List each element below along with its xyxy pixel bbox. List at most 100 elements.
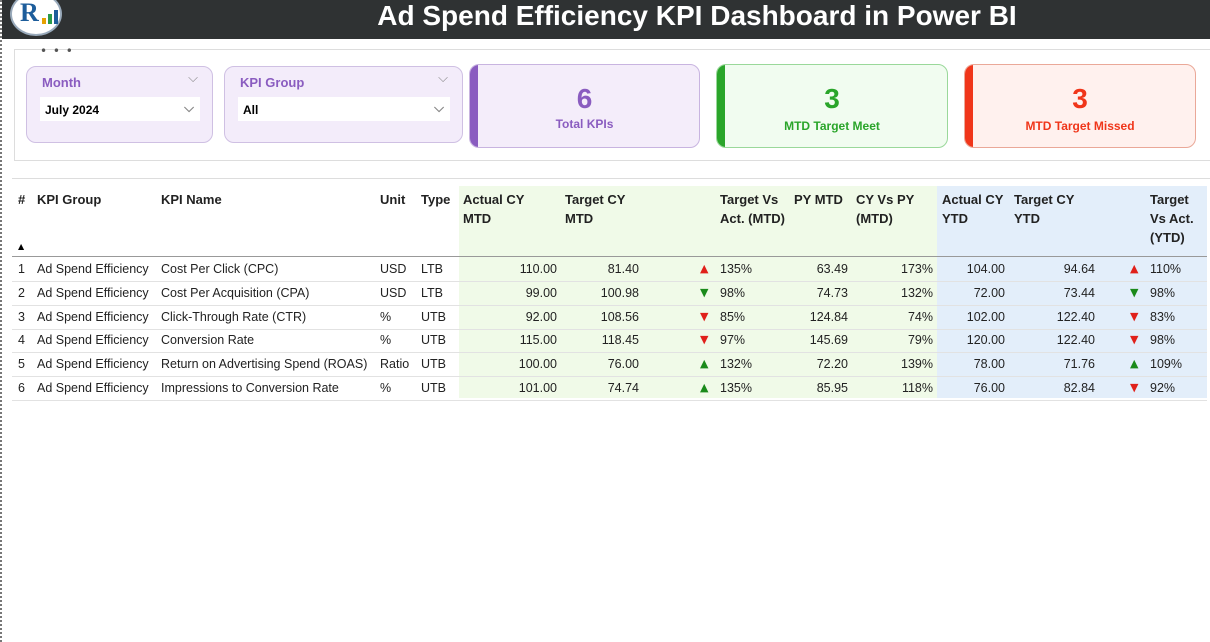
- cell-name: Click-Through Rate (CTR): [161, 309, 307, 324]
- cell-n: 2: [18, 285, 25, 300]
- cell-py-mtd: 85.95: [816, 381, 848, 395]
- title-bar: R Ad Spend Efficiency KPI Dashboard in P…: [2, 0, 1210, 39]
- arrow-down-icon: ▼: [1130, 309, 1139, 323]
- column-header[interactable]: Target CY MTD: [565, 192, 626, 226]
- cell-act-ytd: 104.00: [966, 262, 1005, 276]
- cell-act-mtd: 100.00: [518, 357, 557, 372]
- cell-group: Ad Spend Efficiency: [37, 285, 149, 300]
- column-header[interactable]: Actual CY YTD: [942, 192, 1004, 226]
- cell-cyvspy: 79%: [907, 333, 933, 348]
- column-header[interactable]: Actual CY MTD: [463, 192, 525, 226]
- total-kpis-card: 6 Total KPIs: [469, 64, 700, 148]
- cell-type: LTB: [421, 262, 443, 276]
- slicer-label: Month: [42, 75, 81, 90]
- cell-n: 6: [18, 381, 25, 395]
- more-options-icon[interactable]: • • •: [40, 44, 74, 58]
- cell-py-mtd: 145.69: [809, 333, 848, 348]
- cell-group: Ad Spend Efficiency: [37, 381, 149, 395]
- card-value: 3: [1072, 83, 1088, 114]
- mtd-target-missed-card: 3 MTD Target Missed: [964, 64, 1196, 148]
- cell-tgt-ytd: 82.84: [1063, 381, 1095, 395]
- chevron-down-icon[interactable]: ⌵: [438, 71, 448, 86]
- column-header[interactable]: CY Vs PY (MTD): [856, 192, 915, 226]
- month-value: July 2024: [45, 103, 100, 117]
- cell-tva-mtd: 132%: [720, 357, 752, 372]
- cell-py-mtd: 124.84: [809, 309, 848, 324]
- column-header[interactable]: Target Vs Act. (MTD): [720, 192, 785, 226]
- cell-tva-ytd: 98%: [1150, 333, 1176, 348]
- card-label: MTD Target Missed: [1025, 119, 1135, 133]
- column-header[interactable]: #: [18, 192, 26, 207]
- mtd-target-meet-card: 3 MTD Target Meet: [716, 64, 948, 148]
- arrow-down-icon: ▼: [700, 333, 709, 347]
- cell-name: Return on Advertising Spend (ROAS): [161, 357, 368, 372]
- chevron-down-icon[interactable]: ⌵: [188, 71, 198, 86]
- arrow-up-icon: ▲: [700, 357, 709, 371]
- arrow-down-icon: ▼: [1130, 333, 1139, 347]
- cell-tgt-mtd: 76.00: [607, 357, 639, 372]
- cell-cyvspy: 139%: [901, 357, 933, 372]
- table-row[interactable]: 2 Ad Spend Efficiency Cost Per Acquisition…: [12, 282, 1207, 306]
- cell-py-mtd: 74.73: [816, 285, 848, 300]
- cell-tgt-ytd: 73.44: [1063, 285, 1095, 300]
- cell-n: 4: [18, 333, 25, 348]
- arrow-up-icon: ▲: [700, 381, 709, 394]
- arrow-down-icon: ▼: [1130, 285, 1139, 299]
- cell-n: 5: [18, 357, 25, 372]
- cell-name: Cost Per Click (CPC): [161, 262, 279, 276]
- arrow-down-icon: ▼: [1130, 381, 1139, 394]
- cell-tva-mtd: 135%: [720, 381, 752, 395]
- cell-cyvspy: 118%: [901, 381, 933, 395]
- column-header[interactable]: Type: [421, 192, 451, 207]
- kpi-group-dropdown[interactable]: All ⌵: [238, 97, 450, 121]
- cell-type: UTB: [421, 309, 446, 324]
- column-header[interactable]: Unit: [380, 192, 406, 207]
- cell-cyvspy: 132%: [901, 285, 933, 300]
- column-header[interactable]: PY MTD: [794, 192, 843, 207]
- cell-unit: %: [380, 381, 392, 395]
- month-slicer[interactable]: Month ⌵ July 2024 ⌵: [26, 66, 213, 143]
- cell-tva-ytd: 92%: [1150, 381, 1176, 395]
- cell-act-mtd: 110.00: [519, 262, 557, 276]
- cell-n: 1: [18, 262, 25, 276]
- cell-tva-mtd: 85%: [720, 309, 746, 324]
- cell-tgt-ytd: 94.64: [1063, 262, 1095, 276]
- arrow-up-icon: ▲: [1130, 357, 1139, 371]
- page-title: Ad Spend Efficiency KPI Dashboard in Pow…: [377, 0, 1017, 31]
- cell-act-ytd: 120.00: [966, 333, 1005, 348]
- cell-name: Cost Per Acquisition (CPA): [161, 285, 310, 300]
- cell-unit: %: [380, 333, 392, 348]
- cell-act-mtd: 92.00: [525, 309, 557, 324]
- cell-act-mtd: 99.00: [525, 285, 557, 300]
- column-header[interactable]: KPI Group: [37, 192, 102, 207]
- column-header[interactable]: Target CY YTD: [1014, 192, 1075, 226]
- cell-tgt-mtd: 118.45: [601, 333, 639, 348]
- cell-name: Conversion Rate: [161, 333, 255, 348]
- table-row[interactable]: 3 Ad Spend Efficiency Click-Through Rate (…: [12, 306, 1207, 330]
- arrow-down-icon: ▼: [700, 285, 709, 299]
- card-label: MTD Target Meet: [784, 119, 880, 133]
- cell-tgt-mtd: 74.74: [607, 381, 639, 395]
- cell-tva-ytd: 98%: [1150, 285, 1176, 300]
- header-divider: [12, 256, 1207, 257]
- cell-unit: USD: [380, 285, 407, 300]
- cell-tva-ytd: 110%: [1150, 262, 1182, 276]
- card-label: Total KPIs: [555, 117, 614, 131]
- table-row[interactable]: 6 Ad Spend Efficiency Impressions to Conve…: [12, 377, 1207, 401]
- column-header[interactable]: Target Vs Act. (YTD): [1150, 192, 1194, 245]
- cell-cyvspy: 173%: [901, 262, 933, 276]
- cell-type: UTB: [421, 381, 446, 395]
- table-row[interactable]: 5 Ad Spend Efficiency Return on Advertisin…: [12, 353, 1207, 378]
- cell-act-ytd: 76.00: [973, 381, 1005, 395]
- kpi-group-slicer[interactable]: KPI Group ⌵ All ⌵: [224, 66, 463, 143]
- table-row[interactable]: 4 Ad Spend Efficiency Conversion Rate% UTB 1…: [12, 329, 1207, 354]
- column-header[interactable]: KPI Name: [161, 192, 222, 207]
- table-row[interactable]: 1 Ad Spend Efficiency Cost Per Click (CPC)…: [12, 258, 1207, 282]
- chevron-down-icon: ⌵: [184, 100, 194, 115]
- sort-ascending-icon[interactable]: ▲: [18, 242, 25, 251]
- cell-act-ytd: 78.00: [973, 357, 1005, 372]
- card-value: 6: [576, 83, 593, 114]
- cell-tgt-ytd: 122.40: [1056, 309, 1095, 324]
- month-dropdown[interactable]: July 2024 ⌵: [40, 97, 200, 121]
- kpi-table: [12, 178, 1210, 179]
